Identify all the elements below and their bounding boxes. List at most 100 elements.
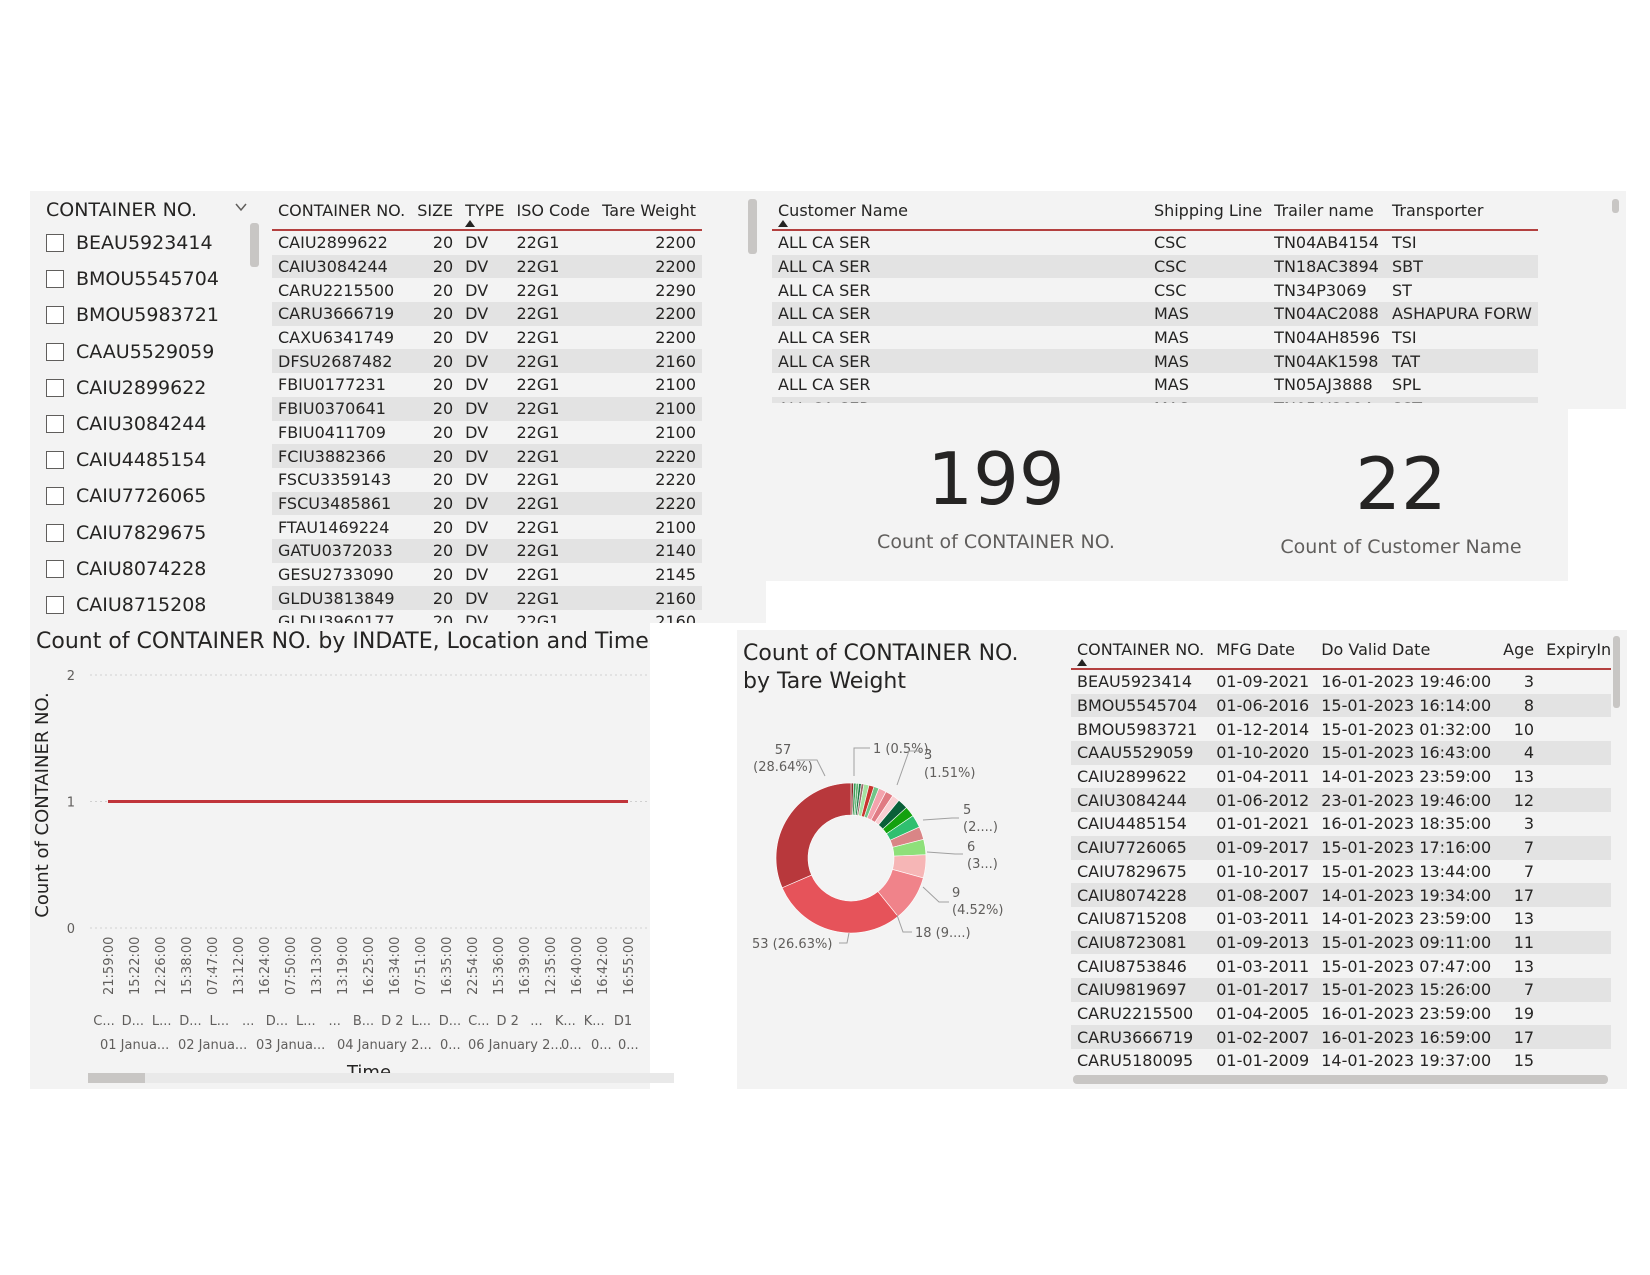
table-row[interactable]: GATU0372033 20 DV 22G1 2140 [272,538,702,563]
slicer-scrollbar[interactable] [250,223,259,267]
table-cell: 15-01-2023 07:47:00 [1321,956,1492,976]
table-row[interactable]: FBIU0177231 20 DV 22G1 2100 [272,373,702,397]
table-row[interactable]: BMOU5983721 01-12-2014 15-01-2023 01:32:00… [1071,717,1611,741]
table-row[interactable]: CARU3666719 01-02-2007 16-01-2023 16:59:00… [1071,1025,1611,1049]
column-header[interactable]: CONTAINER NO. [272,191,412,231]
table-row[interactable]: CAIU7829675 01-10-2017 15-01-2023 13:44:00… [1071,860,1611,884]
table-row[interactable]: FSCU3359143 20 DV 22G1 2220 [272,468,702,492]
table-row[interactable]: CARU3666719 20 DV 22G1 2200 [272,302,702,326]
x-tick-label: 13:12:00 [232,937,247,995]
column-header[interactable]: Customer Name [772,191,1148,231]
mfg-table-hscrollbar[interactable] [1073,1075,1608,1084]
table-row[interactable]: ALL CA SER MAS TN04AC2088 ASHAPURA FORW [772,302,1538,326]
slicer-checkbox[interactable] [46,487,64,506]
slicer-item[interactable]: BMOU5983721 [46,297,219,333]
column-header[interactable]: Do Valid Date [1315,630,1498,670]
table-row[interactable]: CARU2215500 01-04-2005 16-01-2023 23:59:00… [1071,1002,1611,1026]
table-row[interactable]: ALL CA SER MAS TN05AJ3888 SPL [772,373,1538,397]
column-header[interactable]: CONTAINER NO. [1071,630,1211,670]
slicer-checkbox[interactable] [46,378,64,397]
slicer-checkbox[interactable] [46,234,64,252]
slicer-item[interactable]: CAIU2899622 [46,370,206,406]
table-cell: 20 [432,375,454,395]
table-row[interactable]: FBIU0370641 20 DV 22G1 2100 [272,396,702,421]
table-row[interactable]: CAAU5529059 01-10-2020 15-01-2023 16:43:00… [1071,741,1611,765]
line-chart-hscroll-thumb[interactable] [88,1073,145,1083]
container-count-label: Count of CONTAINER NO. [877,531,1115,553]
column-header[interactable]: Trailer name [1268,191,1386,231]
column-header[interactable]: Tare Weight [596,191,702,231]
slicer-item[interactable]: CAAU5529059 [46,334,214,370]
slicer-item-label: CAIU8715208 [76,594,207,616]
column-header[interactable]: TYPE [459,191,511,231]
table-row[interactable]: GESU2733090 20 DV 22G1 2145 [272,563,702,587]
table-row[interactable]: CAIU8715208 01-03-2011 14-01-2023 23:59:00… [1071,907,1611,931]
container-table-scrollbar[interactable] [748,199,757,254]
table-row[interactable]: CARU5180095 01-01-2009 14-01-2023 19:37:00… [1071,1049,1611,1068]
chevron-down-icon[interactable] [235,201,247,213]
table-row[interactable]: ALL CA SER CSC TN34P3069 ST [772,278,1538,302]
slicer-checkbox[interactable] [46,306,64,325]
slicer-checkbox[interactable] [46,523,64,542]
slicer-checkbox[interactable] [46,342,64,361]
customer-table-scrollbar[interactable] [1612,199,1619,213]
table-row[interactable]: FCIU3882366 20 DV 22G1 2220 [272,444,702,468]
table-row[interactable]: FBIU0411709 20 DV 22G1 2100 [272,421,702,445]
column-header[interactable]: MFG Date [1210,630,1316,670]
table-row[interactable]: FTAU1469224 20 DV 22G1 2100 [272,515,702,539]
table-row[interactable]: BEAU5923414 01-09-2021 16-01-2023 19:46:00… [1071,669,1611,694]
column-header[interactable]: SIZE [411,191,460,231]
column-header-label: Tare Weight [602,200,696,220]
table-row[interactable]: ALL CA SER CSC TN18AC3894 SBT [772,254,1538,279]
table-row[interactable]: DFSU2687482 20 DV 22G1 2160 [272,349,702,374]
table-row[interactable]: ALL CA SER CSC TN04AB4154 TSI [772,230,1538,255]
table-cell: 2145 [655,564,696,584]
slicer-item[interactable]: CAIU3084244 [46,406,206,442]
slicer-item[interactable]: CAIU8715208 [46,587,206,623]
table-row[interactable]: BMOU5545704 01-06-2016 15-01-2023 16:14:00… [1071,693,1611,718]
table-row[interactable]: ALL CA SERMASTN05AJ3884SST [772,396,1538,403]
slicer-item[interactable]: CAIU7829675 [46,515,206,551]
table-row[interactable]: CAIU7726065 01-09-2017 15-01-2023 17:16:00… [1071,835,1611,860]
slicer-checkbox[interactable] [46,415,64,433]
table-row[interactable]: CAIU9819697 01-01-2017 15-01-2023 15:26:00… [1071,977,1611,1002]
slicer-item[interactable]: BMOU5545704 [46,261,219,297]
slicer-item[interactable]: CAIU4485154 [46,442,206,478]
slicer-checkbox[interactable] [46,596,64,614]
column-header[interactable]: ISO Code [510,191,596,231]
slicer-item[interactable]: BEAU5923414 [46,225,213,261]
table-row[interactable]: GLDU3813849 20 DV 22G1 2160 [272,586,702,610]
slicer-checkbox[interactable] [46,559,64,578]
line-chart-hscrollbar[interactable] [88,1073,674,1083]
table-row[interactable]: CAIU8753846 01-03-2011 15-01-2023 07:47:00… [1071,954,1611,978]
table-row[interactable]: CAXU6341749 20 DV 22G1 2200 [272,326,702,350]
table-row[interactable]: CAIU2899622 20 DV 22G1 2200 [272,230,702,255]
column-header[interactable]: Transporter [1385,191,1538,231]
x-tick-label: 15:22:00 [128,937,143,995]
column-header[interactable]: Shipping Line [1147,191,1269,231]
line-chart-panel: Count of CONTAINER NO. by INDATE, Locati… [30,623,674,1089]
slicer-checkbox[interactable] [46,270,64,289]
table-row[interactable]: FSCU3485861 20 DV 22G1 2220 [272,491,702,516]
table-row[interactable]: CAIU2899622 01-04-2011 14-01-2023 23:59:00… [1071,765,1611,789]
slicer-item[interactable]: CAIU8074228 [46,551,206,587]
table-row[interactable]: CAIU4485154 01-01-2021 16-01-2023 18:35:00… [1071,812,1611,836]
column-header[interactable]: Age [1497,630,1541,670]
slicer-checkbox[interactable] [46,451,64,470]
slice-data-label: 9 [952,886,960,901]
table-row[interactable]: CAIU8723081 01-09-2013 15-01-2023 09:11:00… [1071,930,1611,955]
table-row[interactable]: CARU2215500 20 DV 22G1 2290 [272,278,702,302]
table-cell: 11 [1497,930,1541,955]
table-row[interactable]: ALL CA SER MAS TN04AH8596 TSI [772,326,1538,350]
x-tick-label: 21:59:00 [102,937,117,995]
column-header[interactable]: ExpiryInYears [1540,630,1611,670]
table-row[interactable]: GLDU3960177 20 DV 22G1 2160 [272,610,702,623]
table-row[interactable]: CAIU3084244 01-06-2012 23-01-2023 19:46:00… [1071,788,1611,813]
slicer-item[interactable]: CAIU7726065 [46,478,206,514]
table-row[interactable]: CAIU3084244 20 DV 22G1 2200 [272,254,702,279]
x-location-label: D... [439,1014,461,1029]
table-cell: CAXU6341749 [278,328,395,348]
mfg-table-vscroll[interactable] [1613,636,1620,708]
table-row[interactable]: ALL CA SER MAS TN04AK1598 TAT [772,349,1538,374]
table-row[interactable]: CAIU8074228 01-08-2007 14-01-2023 19:34:00… [1071,883,1611,907]
